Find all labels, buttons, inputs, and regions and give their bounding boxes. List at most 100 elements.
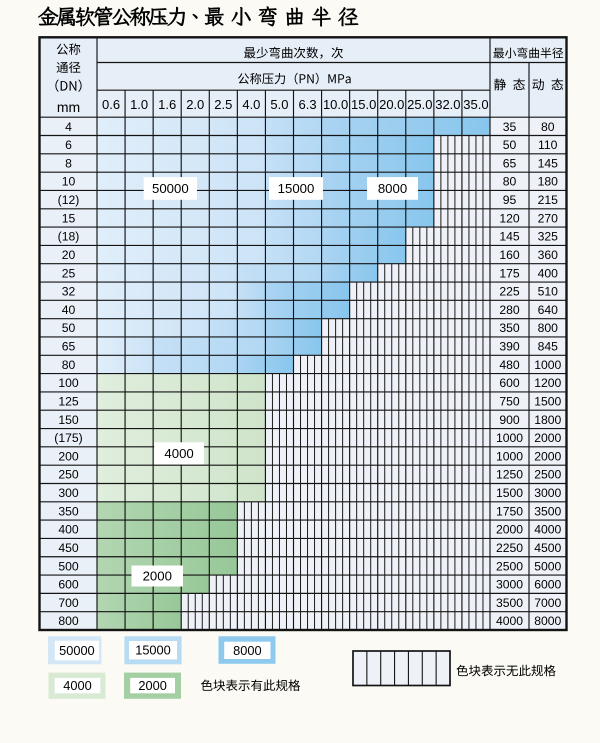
svg-text:180: 180 [538,175,559,189]
svg-text:480: 480 [499,358,520,372]
svg-text:1750: 1750 [496,504,523,518]
svg-text:300: 300 [58,486,79,500]
svg-text:400: 400 [58,523,79,537]
svg-text:8000: 8000 [378,181,407,196]
svg-text:2000: 2000 [534,431,561,445]
svg-text:35: 35 [503,120,517,134]
svg-text:mm: mm [57,99,80,115]
svg-text:8: 8 [65,156,72,170]
svg-text:600: 600 [58,578,79,592]
svg-text:65: 65 [62,340,76,354]
svg-text:3000: 3000 [496,578,523,592]
svg-text:25: 25 [62,266,76,280]
svg-text:4000: 4000 [164,446,193,461]
svg-text:145: 145 [538,156,559,170]
svg-text:110: 110 [538,138,558,152]
svg-text:2.0: 2.0 [186,97,204,112]
svg-text:400: 400 [538,266,559,280]
svg-text:3000: 3000 [534,486,561,500]
svg-text:50: 50 [503,138,517,152]
svg-text:1250: 1250 [496,468,523,482]
svg-text:3500: 3500 [534,504,561,518]
svg-text:32.0: 32.0 [435,97,460,112]
svg-text:8000: 8000 [534,614,561,628]
svg-text:360: 360 [538,248,559,262]
svg-text:4000: 4000 [534,523,561,537]
svg-text:160: 160 [499,248,520,262]
svg-text:20: 20 [62,248,76,262]
svg-text:600: 600 [499,376,520,390]
svg-text:1.6: 1.6 [158,97,176,112]
svg-text:145: 145 [499,230,520,244]
svg-text:1800: 1800 [534,413,561,427]
svg-text:450: 450 [58,541,79,555]
svg-text:2000: 2000 [534,449,561,463]
svg-text:80: 80 [503,175,517,189]
svg-text:80: 80 [62,358,76,372]
svg-text:390: 390 [499,340,520,354]
svg-text:50000: 50000 [152,181,189,196]
svg-text:7000: 7000 [534,596,561,610]
svg-text:900: 900 [499,413,520,427]
svg-text:(18): (18) [58,230,80,244]
svg-text:280: 280 [499,303,520,317]
svg-text:(12): (12) [58,193,80,207]
svg-text:845: 845 [538,340,559,354]
svg-text:325: 325 [538,230,559,244]
svg-text:15: 15 [62,211,76,225]
svg-text:80: 80 [541,120,555,134]
svg-text:6: 6 [65,138,72,152]
svg-text:350: 350 [499,321,520,335]
svg-text:800: 800 [58,614,79,628]
svg-text:15000: 15000 [135,643,171,658]
svg-text:500: 500 [58,559,79,573]
svg-text:510: 510 [538,285,559,299]
svg-text:2250: 2250 [496,541,523,555]
svg-text:225: 225 [499,285,520,299]
svg-text:35.0: 35.0 [463,97,488,112]
svg-text:100: 100 [58,376,79,390]
svg-text:4000: 4000 [496,614,523,628]
svg-text:32: 32 [62,285,76,299]
svg-text:4.0: 4.0 [242,97,260,112]
svg-text:270: 270 [538,211,559,225]
svg-text:20.0: 20.0 [379,97,404,112]
svg-text:(175): (175) [54,431,82,445]
svg-text:175: 175 [499,266,520,280]
svg-text:8000: 8000 [233,643,261,658]
svg-text:5000: 5000 [534,559,561,573]
svg-text:1500: 1500 [496,486,523,500]
svg-text:2000: 2000 [143,569,172,584]
svg-text:1000: 1000 [496,449,523,463]
svg-text:25.0: 25.0 [407,97,432,112]
svg-text:1.0: 1.0 [130,97,148,112]
svg-text:1000: 1000 [534,358,561,372]
svg-text:5.0: 5.0 [270,97,288,112]
svg-text:4: 4 [65,120,72,134]
svg-text:95: 95 [503,193,517,207]
svg-text:120: 120 [499,211,520,225]
svg-text:250: 250 [58,468,79,482]
svg-text:15.0: 15.0 [351,97,376,112]
svg-text:4000: 4000 [63,678,91,693]
svg-text:2.5: 2.5 [214,97,232,112]
svg-text:2500: 2500 [534,468,561,482]
svg-text:0.6: 0.6 [102,97,120,112]
svg-text:150: 150 [58,413,79,427]
svg-text:125: 125 [58,394,79,408]
svg-text:2000: 2000 [496,523,523,537]
svg-text:40: 40 [62,303,76,317]
svg-text:200: 200 [58,449,79,463]
svg-text:15000: 15000 [278,181,315,196]
svg-text:700: 700 [58,596,79,610]
svg-text:800: 800 [538,321,559,335]
svg-text:6.3: 6.3 [299,97,317,112]
svg-text:6000: 6000 [534,578,561,592]
svg-text:2500: 2500 [496,559,523,573]
svg-text:1500: 1500 [534,394,561,408]
svg-text:10.0: 10.0 [323,97,348,112]
svg-text:1000: 1000 [496,431,523,445]
svg-text:50: 50 [62,321,76,335]
svg-text:65: 65 [503,156,517,170]
svg-text:215: 215 [538,193,559,207]
